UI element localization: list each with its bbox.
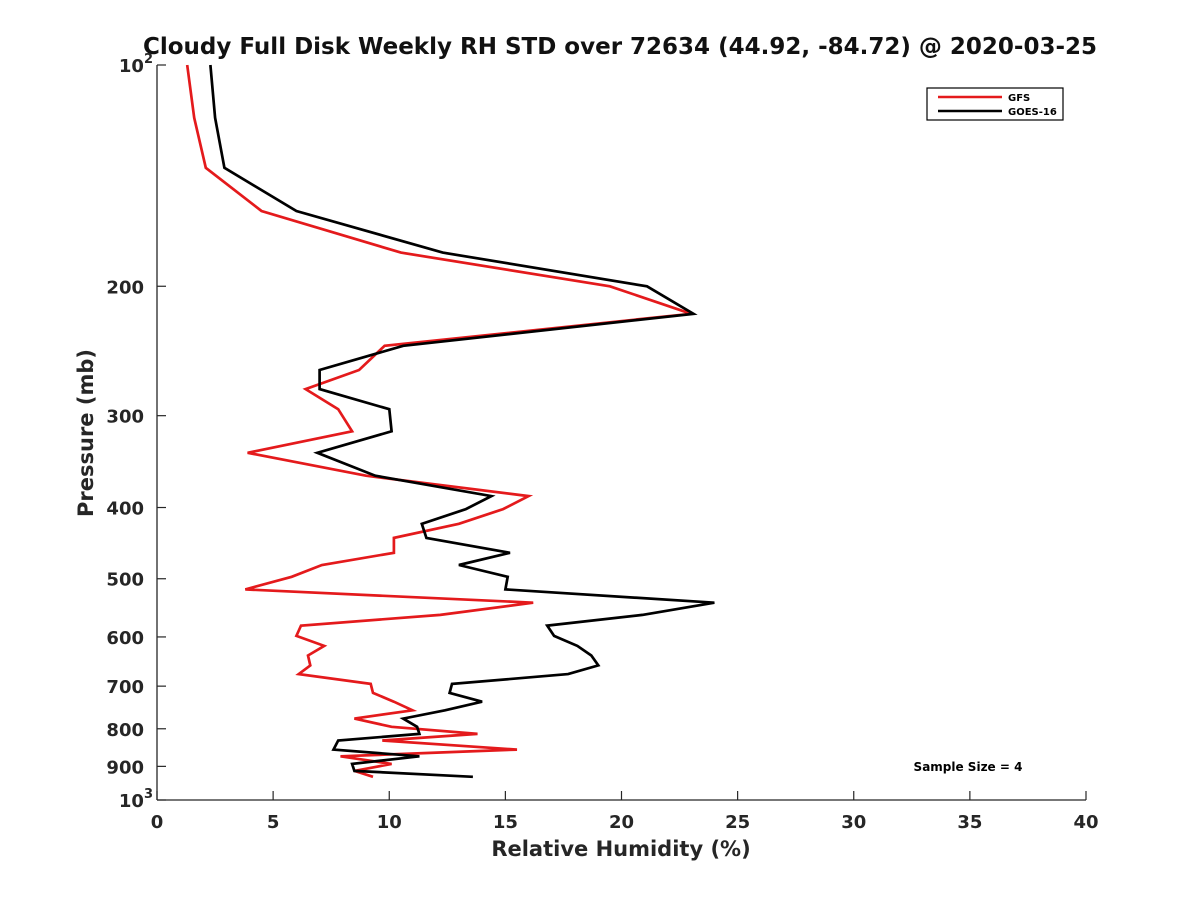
- x-tick-label: 20: [609, 812, 634, 833]
- y-tick-label: 400: [106, 499, 144, 520]
- x-tick-label: 25: [725, 812, 750, 833]
- y-tick-label: 102: [119, 52, 153, 77]
- y-tick-exponent: 2: [144, 52, 153, 67]
- y-tick-label: 800: [106, 720, 144, 741]
- y-tick-label: 300: [106, 407, 144, 428]
- x-tick-label: 30: [841, 812, 866, 833]
- y-tick-label: 900: [106, 757, 144, 778]
- y-tick-base: 10: [119, 56, 144, 77]
- legend: GFS GOES-16: [926, 87, 1064, 121]
- x-axis-label: Relative Humidity (%): [491, 837, 750, 861]
- sample-size-annotation: Sample Size = 4: [914, 760, 1023, 774]
- x-tick-label: 5: [267, 812, 280, 833]
- y-tick-exponent: 3: [144, 787, 153, 802]
- y-tick-label: 200: [106, 277, 144, 298]
- series-line-goes16: [209, 64, 715, 779]
- series-line-gfs: [185, 64, 692, 779]
- legend-label-goes16: GOES-16: [1008, 107, 1057, 118]
- legend-box: [926, 87, 1064, 121]
- y-tick-label: 600: [106, 628, 144, 649]
- legend-label-gfs: GFS: [1008, 93, 1030, 104]
- x-tick-label: 40: [1073, 812, 1098, 833]
- x-tick-label: 15: [493, 812, 518, 833]
- x-tick-label: 10: [377, 812, 402, 833]
- y-axis-label: Pressure (mb): [74, 349, 98, 517]
- y-tick-base: 10: [119, 791, 144, 812]
- x-ticks: 0 5 10 15 20 25 30 35 40: [151, 791, 1099, 833]
- y-tick-label: 700: [106, 677, 144, 698]
- chart-title: Cloudy Full Disk Weekly RH STD over 7263…: [143, 34, 1097, 60]
- y-tick-label: 500: [106, 570, 144, 591]
- x-tick-label: 0: [151, 812, 164, 833]
- x-tick-label: 35: [957, 812, 982, 833]
- y-tick-label: 103: [119, 787, 153, 812]
- series-layer: [185, 64, 715, 779]
- plot-area: 0 5 10 15 20 25 30 35 40 10220030040050060070080…: [106, 52, 1098, 833]
